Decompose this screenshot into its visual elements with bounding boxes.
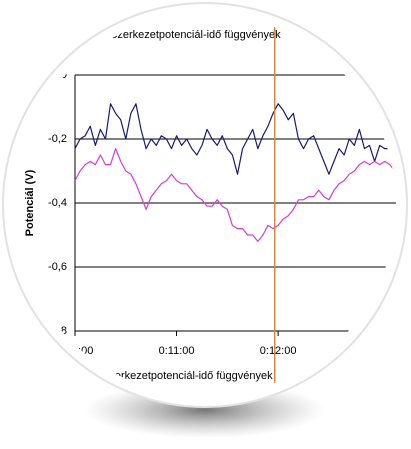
y-tick-label: -0,2 [48,133,67,145]
data-line [74,103,396,175]
y-tick-label: -0,4 [48,197,67,209]
data-line [74,148,396,242]
y-axis-label: Potenciál (V) [24,169,36,236]
footer: Szerkezetpotenciál-idő függvények [102,370,273,382]
x-tick-label: 0:12:00 [260,345,297,357]
y-tick-label: -0,6 [48,261,67,273]
x-tick-label: 0:11:00 [159,345,195,357]
chart-title: Szerkezetpotenciál-idő függvények [110,29,281,41]
